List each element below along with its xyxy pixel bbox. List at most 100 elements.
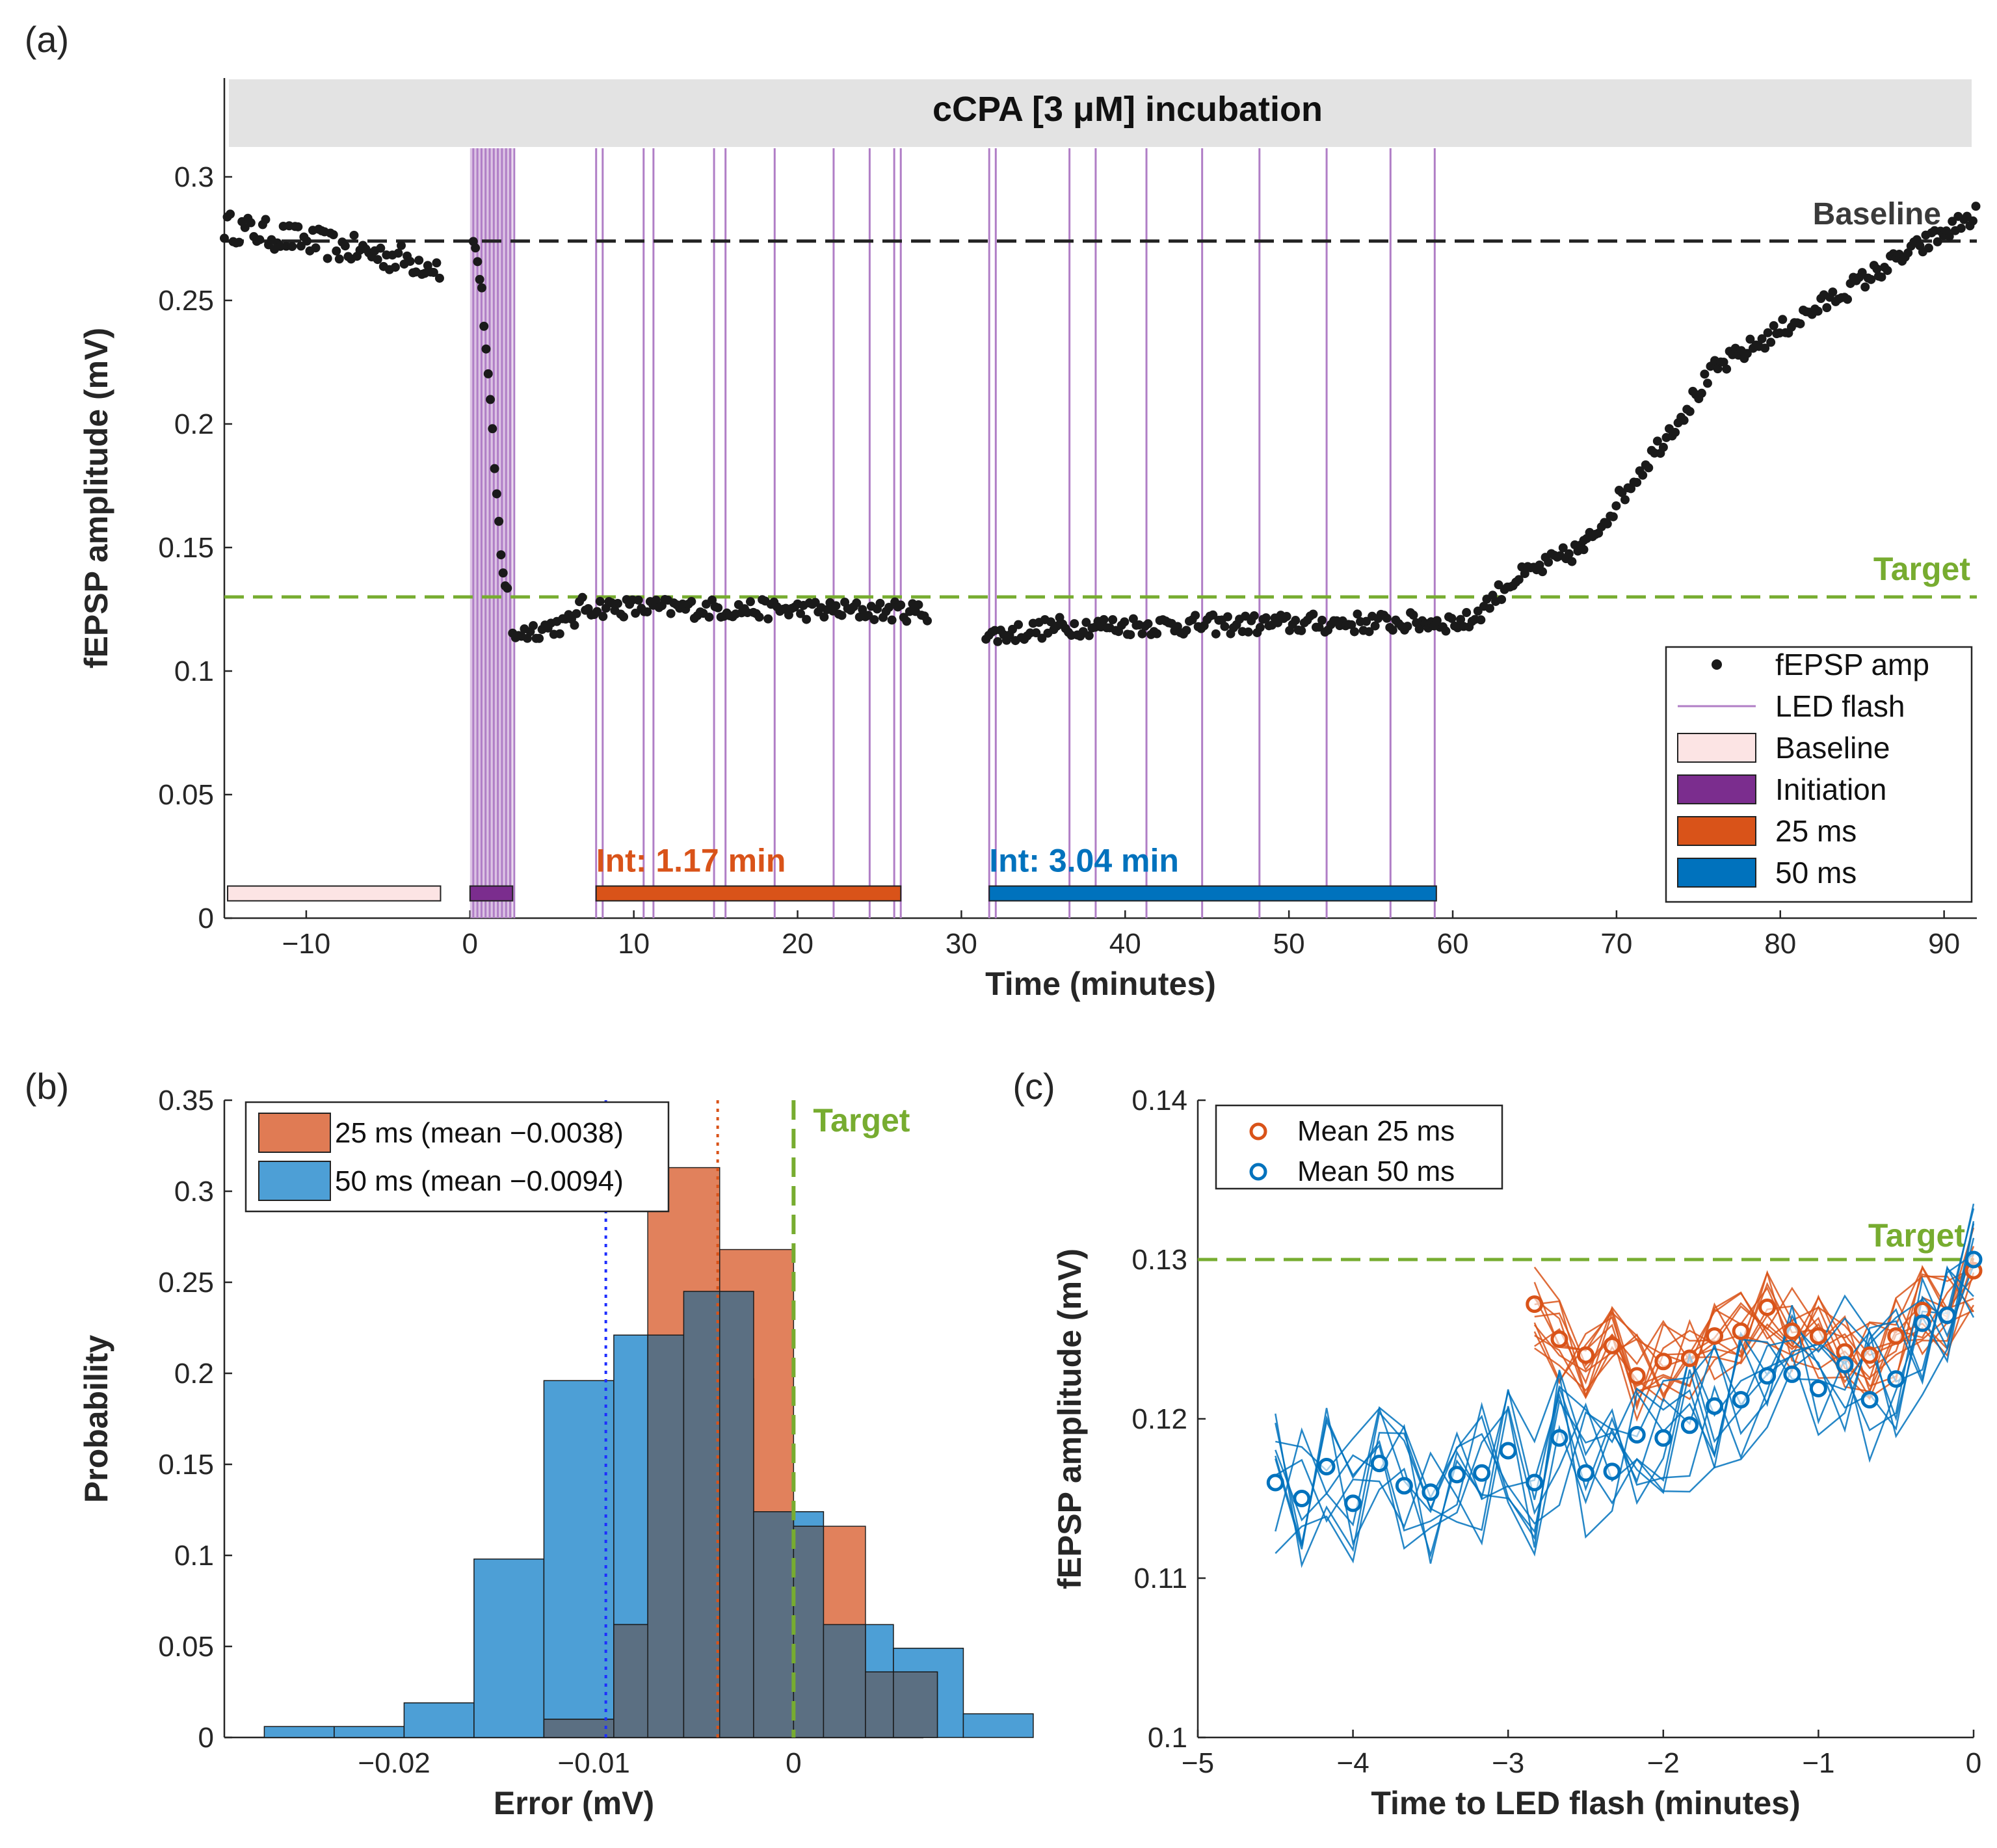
fepsp-point [529, 621, 538, 631]
mean-25ms-point [1809, 1327, 1827, 1345]
panel-b-y-tick-label: 0.35 [158, 1085, 214, 1116]
fepsp-point [1968, 216, 1977, 226]
panel-a-x-tick-label: 20 [782, 928, 813, 960]
fepsp-point [1860, 282, 1870, 292]
trace-line [1533, 1258, 1975, 1401]
fepsp-point [1924, 243, 1933, 253]
fepsp-point [651, 596, 661, 605]
fepsp-point [1713, 364, 1723, 374]
fepsp-point [1883, 265, 1892, 275]
fepsp-point [570, 620, 579, 630]
legend-swatch [1677, 774, 1756, 804]
fepsp-point [390, 262, 400, 272]
fepsp-point [393, 248, 403, 258]
bar-overlap [719, 1291, 754, 1738]
fepsp-point [1702, 378, 1712, 388]
target-label-b: Target [813, 1102, 910, 1139]
fepsp-point [535, 633, 544, 643]
mean-25ms-point [1654, 1353, 1673, 1371]
fepsp-point [334, 254, 344, 264]
fepsp-point [1514, 575, 1524, 585]
mean-50ms-point [1448, 1466, 1466, 1484]
mean-50ms-point [1628, 1426, 1646, 1444]
fepsp-point [1414, 624, 1424, 634]
bar-overlap [543, 1719, 615, 1738]
fepsp-point [1408, 611, 1418, 620]
panel-c-x-tick-label: 0 [1966, 1747, 1981, 1779]
fepsp-point [397, 241, 406, 250]
trace-line [1275, 1265, 1975, 1525]
epoch-interval-label: Int: 1.17 min [596, 843, 786, 879]
fepsp-point [555, 629, 564, 639]
fepsp-point [837, 611, 847, 620]
trace-line [1275, 1223, 1975, 1558]
fepsp-point [1084, 631, 1094, 640]
legend-swatch [1677, 816, 1756, 846]
panel-a-label: (a) [25, 19, 69, 60]
panel-b-y-tick-label: 0.3 [174, 1176, 214, 1208]
mean-25ms-point [1758, 1299, 1777, 1316]
mean-25ms-point [1577, 1346, 1594, 1364]
fepsp-point [1520, 569, 1529, 579]
legend-entry: LED flash [1775, 689, 1905, 723]
mean-25ms-point [1783, 1322, 1801, 1340]
fepsp-point [1349, 627, 1359, 637]
panel-b: (b) −0.02 −0.01 0 0 0.05 0.1 0.15 0.2 0.25 0.3 0.35… [25, 1066, 1034, 1821]
fepsp-point [1317, 615, 1327, 625]
panel-b-y-tick-label: 0.05 [158, 1631, 214, 1663]
panel-c-y-tick-label: 0.14 [1131, 1085, 1187, 1116]
fepsp-point [1700, 369, 1710, 379]
mean-50ms-point [1317, 1458, 1336, 1475]
fepsp-point [1297, 626, 1306, 635]
mean-50ms-point [1603, 1462, 1621, 1481]
bar-overlap [893, 1671, 938, 1738]
fepsp-point [1763, 328, 1773, 337]
fepsp-point [1757, 334, 1767, 344]
panel-c-y-tick-label: 0.13 [1131, 1244, 1187, 1276]
panel-a-y-tick-label: 0.1 [174, 655, 214, 687]
fepsp-point [1152, 629, 1162, 639]
fepsp-point [488, 424, 497, 434]
fepsp-point [1364, 627, 1374, 637]
fepsp-point [1255, 623, 1265, 633]
fepsp-point [1191, 611, 1200, 620]
fepsp-point [1370, 621, 1380, 631]
panel-b-label: (b) [25, 1066, 69, 1107]
fepsp-point [405, 256, 415, 266]
fepsp-point [902, 616, 912, 626]
fepsp-point [490, 464, 499, 473]
fepsp-point [1620, 495, 1630, 505]
mean-50ms-point [1370, 1455, 1388, 1473]
fepsp-point [496, 550, 506, 560]
panel-c-y-tick-label: 0.11 [1134, 1563, 1187, 1594]
panel-c-x-tick-label: −1 [1802, 1747, 1834, 1779]
mean-50ms-point [1499, 1442, 1517, 1460]
fepsp-point [831, 601, 841, 611]
fepsp-point [595, 596, 605, 606]
fepsp-point [1671, 427, 1680, 437]
panel-c-label: (c) [1012, 1066, 1055, 1107]
legend-entry-25ms: 25 ms (mean −0.0038) [335, 1117, 624, 1149]
panel-a-y-tick-label: 0 [198, 903, 214, 934]
legend-entry: Baseline [1775, 731, 1890, 765]
fepsp-point [1857, 268, 1867, 278]
panel-b-y-tick-label: 0.2 [174, 1358, 214, 1390]
trace-line [1534, 1265, 1974, 1399]
panel-a-x-tick-label: 30 [946, 928, 977, 960]
fepsp-point [483, 369, 493, 378]
fepsp-point [1282, 612, 1291, 622]
incubation-band [229, 79, 1972, 147]
fepsp-point [1632, 477, 1642, 487]
fepsp-point [754, 612, 764, 622]
fepsp-point [1476, 615, 1486, 625]
fepsp-point [1120, 617, 1130, 627]
incubation-label: cCPA [3 μM] incubation [932, 90, 1323, 129]
fepsp-point [503, 583, 512, 593]
fepsp-point [1944, 231, 1954, 241]
epoch-bar-50-ms [988, 885, 1437, 902]
fepsp-point [1211, 629, 1221, 639]
mean-25ms-point [1680, 1349, 1699, 1367]
fepsp-point [1685, 406, 1695, 416]
fepsp-point [340, 241, 350, 251]
mean-50ms-point [1344, 1494, 1362, 1512]
